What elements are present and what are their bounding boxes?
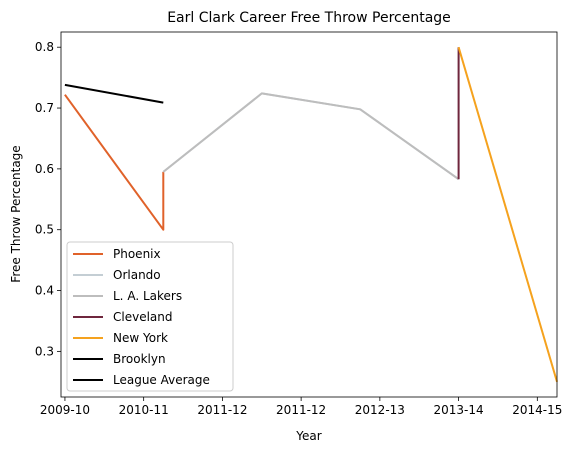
legend-label: New York bbox=[113, 331, 168, 345]
y-tick-label: 0.5 bbox=[35, 223, 54, 237]
x-axis: 2009-10 2010-11 2011-12 2011-12 2012-13 2013-… bbox=[40, 397, 562, 417]
x-tick-label: 2012-13 bbox=[355, 403, 405, 417]
y-axis-label: Free Throw Percentage bbox=[9, 145, 23, 282]
plot-area-border bbox=[60, 31, 558, 398]
legend-label: League Average bbox=[113, 373, 210, 387]
legend: Phoenix Orlando L. A. Lakers Cleveland New Y… bbox=[66, 241, 234, 392]
legend-label: Cleveland bbox=[113, 310, 173, 324]
x-tick-label: 2013-14 bbox=[434, 403, 484, 417]
y-tick-label: 0.4 bbox=[35, 284, 54, 298]
x-tick-label: 2014-15 bbox=[512, 403, 562, 417]
x-tick-label: 2009-10 bbox=[40, 403, 90, 417]
series-line-0 bbox=[64, 94, 165, 231]
y-tick-label: 0.8 bbox=[35, 40, 54, 54]
y-tick-label: 0.3 bbox=[35, 344, 54, 358]
y-tick-label: 0.6 bbox=[35, 162, 54, 176]
x-tick-label: 2010-11 bbox=[119, 403, 169, 417]
series-line-4 bbox=[457, 46, 558, 383]
x-tick-label: 2011-12 bbox=[276, 403, 326, 417]
y-tick-label: 0.7 bbox=[35, 101, 54, 115]
legend-label: Phoenix bbox=[113, 247, 161, 261]
series-line-2 bbox=[162, 92, 460, 181]
series-line-6 bbox=[64, 83, 164, 104]
x-axis-label: Year bbox=[295, 429, 321, 443]
y-axis: 0.3 0.4 0.5 0.6 0.7 0.8 bbox=[35, 40, 61, 358]
plot-lines bbox=[64, 46, 558, 383]
legend-box bbox=[66, 241, 234, 392]
x-tick-label: 2011-12 bbox=[197, 403, 247, 417]
legend-label: L. A. Lakers bbox=[113, 289, 182, 303]
chart-title: Earl Clark Career Free Throw Percentage bbox=[167, 10, 451, 26]
legend-label: Brooklyn bbox=[113, 352, 166, 366]
legend-label: Orlando bbox=[113, 268, 161, 282]
